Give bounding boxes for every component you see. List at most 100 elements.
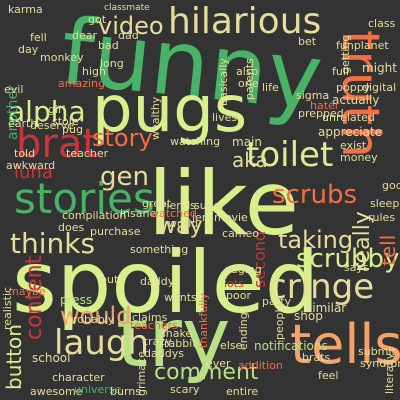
word-movie: movie	[214, 211, 248, 224]
word-also: also	[236, 65, 259, 78]
word-addition: addition	[238, 359, 283, 372]
word-compilation: compilation	[62, 209, 127, 222]
word-teacher: teacher	[66, 147, 109, 160]
word-daddys: daddys	[144, 347, 184, 360]
word-burns: burns	[110, 385, 141, 398]
word-cameo: cameo	[222, 227, 260, 240]
word-friends: friends	[158, 199, 196, 212]
word-jerk: jerk	[192, 211, 213, 224]
word-scrubs: scrubs	[272, 180, 358, 210]
word-hater: hater	[310, 99, 340, 112]
word-press: press	[60, 293, 93, 307]
word-told: told	[14, 147, 36, 160]
word-wealthy: wealthy	[149, 96, 162, 140]
word-stories: stories	[14, 174, 155, 223]
word-thinks: thinks	[10, 227, 96, 260]
word-probably: probably	[66, 313, 115, 326]
word-super: super	[194, 199, 225, 212]
word-getting: getting	[339, 34, 352, 74]
word-cringe: cringe	[268, 267, 375, 307]
word-universe: universe	[74, 383, 122, 396]
word-ever: ever	[206, 357, 231, 370]
word-got: got	[88, 13, 107, 26]
word-dad: dad	[118, 29, 139, 42]
word-people: people	[273, 302, 286, 340]
word-else: else	[220, 339, 243, 352]
word-spoiled: spoiled	[12, 233, 320, 333]
word-pug: pug	[62, 123, 83, 136]
word-one: one	[238, 77, 259, 90]
word-ending: ending	[237, 312, 250, 350]
word-earth: earth	[8, 117, 38, 130]
word-unrelated: unrelated	[322, 111, 375, 124]
word-watching: watching	[170, 135, 221, 148]
word-luna: luna	[14, 162, 53, 183]
word-scary: scary	[170, 383, 200, 396]
word-awkward: awkward	[6, 159, 56, 172]
word-lots: lots	[224, 277, 244, 290]
word-stole: stole	[52, 115, 79, 128]
word-taking: taking	[278, 226, 354, 254]
word-basically: basically	[217, 58, 230, 106]
word-long: long	[100, 57, 124, 70]
word-tells: tells	[290, 313, 400, 376]
word-purchase: purchase	[90, 225, 141, 238]
word-says: says	[344, 261, 369, 274]
word-comment: comment	[154, 360, 259, 385]
word-syndrome: syndrome	[360, 357, 400, 370]
word-shop: shop	[294, 309, 323, 323]
word-tell: tell	[376, 234, 400, 266]
word-poppy: poppy	[336, 81, 371, 94]
word-notifications: notifications	[254, 339, 328, 353]
word-button: button	[2, 324, 26, 390]
word-aka: aka	[232, 148, 268, 172]
word-gen: gen	[100, 162, 149, 192]
word-thankfully: thankfully	[197, 293, 210, 348]
word-lives: lives	[212, 111, 238, 124]
word-hilarious: hilarious	[168, 1, 322, 42]
word-monkey: monkey	[40, 51, 84, 64]
word-maybe: maybe	[8, 285, 46, 298]
word-does: does	[58, 221, 85, 234]
word-god: god	[382, 179, 400, 192]
word-awesome: awesome	[30, 385, 83, 398]
word-day: day	[18, 43, 39, 56]
word-sigma: sigma	[296, 89, 330, 102]
word-teachers: teachers	[130, 319, 178, 332]
word-submit: submit	[358, 345, 396, 358]
word-party: party	[262, 295, 292, 308]
word-watched: watched	[150, 207, 197, 220]
word-daddy: daddy	[140, 275, 175, 288]
word-wants: wants	[164, 291, 197, 304]
word-character: character	[52, 371, 105, 384]
word-high: high	[82, 65, 106, 78]
word-insane: insane	[120, 207, 157, 220]
word-money: money	[340, 151, 378, 164]
word-literally: literally	[383, 352, 396, 394]
word-edging: edging	[224, 263, 262, 276]
word-karma: karma	[8, 3, 43, 16]
word-school: school	[32, 351, 71, 365]
word-evil: evil	[4, 83, 24, 96]
word-story: story	[92, 124, 153, 152]
word-great: great	[142, 197, 172, 210]
word-entire: entire	[226, 385, 259, 398]
word-try: try	[116, 291, 231, 386]
word-deserve: deserve	[30, 119, 75, 132]
word-class: class	[368, 17, 396, 30]
word-feel: feel	[318, 369, 339, 382]
word-might: might	[362, 61, 397, 75]
word-classmate: classmate	[104, 3, 150, 13]
word-way: way	[158, 214, 203, 239]
word-brat: brat	[16, 121, 99, 167]
word-like: like	[148, 152, 299, 255]
word-bad: bad	[98, 39, 119, 52]
word-amazing: amazing	[58, 77, 105, 90]
word-toilet: toilet	[246, 135, 334, 175]
word-girl: girl	[48, 103, 66, 116]
word-would: would	[60, 302, 132, 330]
word-put: put	[100, 273, 119, 286]
word-crazy: crazy	[142, 335, 172, 348]
word-rules: rules	[368, 211, 396, 224]
word-funplanet: funplanet	[336, 39, 389, 52]
